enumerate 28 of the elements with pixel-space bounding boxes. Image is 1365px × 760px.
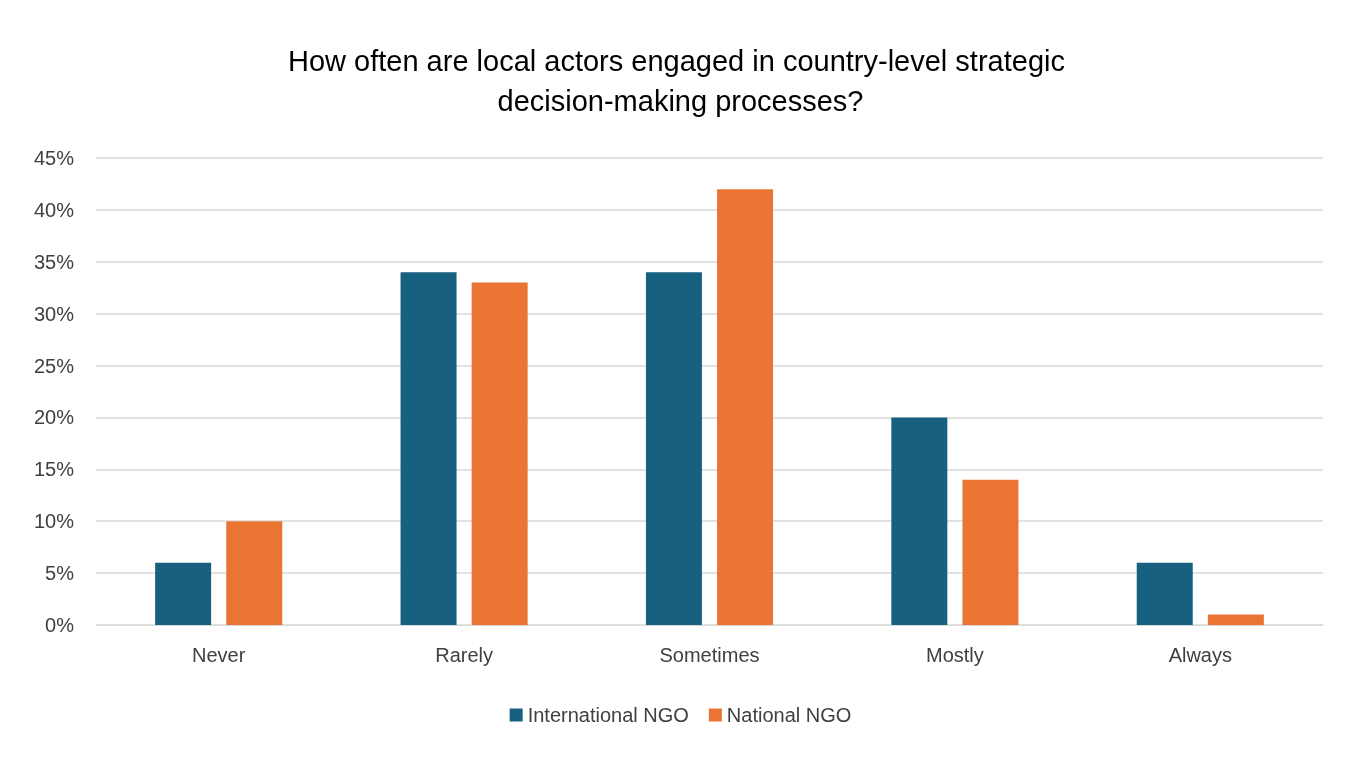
y-tick-label: 30%	[33, 302, 75, 325]
bar	[962, 479, 1019, 625]
y-tick-label: 40%	[33, 198, 75, 221]
y-tick-label: 45%	[33, 147, 75, 169]
bar	[155, 562, 212, 625]
bar	[645, 272, 702, 625]
bar	[400, 272, 457, 625]
x-tick-label: Sometimes	[659, 644, 760, 666]
y-tick-label: 15%	[33, 458, 75, 481]
legend-label: National NGO	[726, 704, 852, 726]
y-tick-label: 35%	[33, 250, 75, 273]
y-tick-label: 5%	[45, 562, 75, 585]
bar	[1207, 614, 1264, 625]
x-tick-label: Never	[192, 644, 246, 666]
y-tick-label: 25%	[33, 354, 75, 377]
y-tick-label: 0%	[45, 614, 75, 636]
bar	[226, 521, 283, 625]
y-tick-label: 20%	[33, 406, 75, 429]
bar	[1136, 562, 1193, 625]
legend-label: International NGO	[527, 704, 689, 726]
x-tick-label: Always	[1168, 644, 1232, 666]
chart-title: How often are local actors engaged in country-level strategic decision-making processes?	[287, 45, 1074, 117]
x-tick-label: Rarely	[435, 644, 493, 666]
bar	[471, 282, 528, 625]
bar	[891, 417, 948, 625]
bar	[717, 189, 774, 625]
x-tick-label: Mostly	[926, 644, 984, 666]
y-tick-label: 10%	[33, 510, 75, 533]
